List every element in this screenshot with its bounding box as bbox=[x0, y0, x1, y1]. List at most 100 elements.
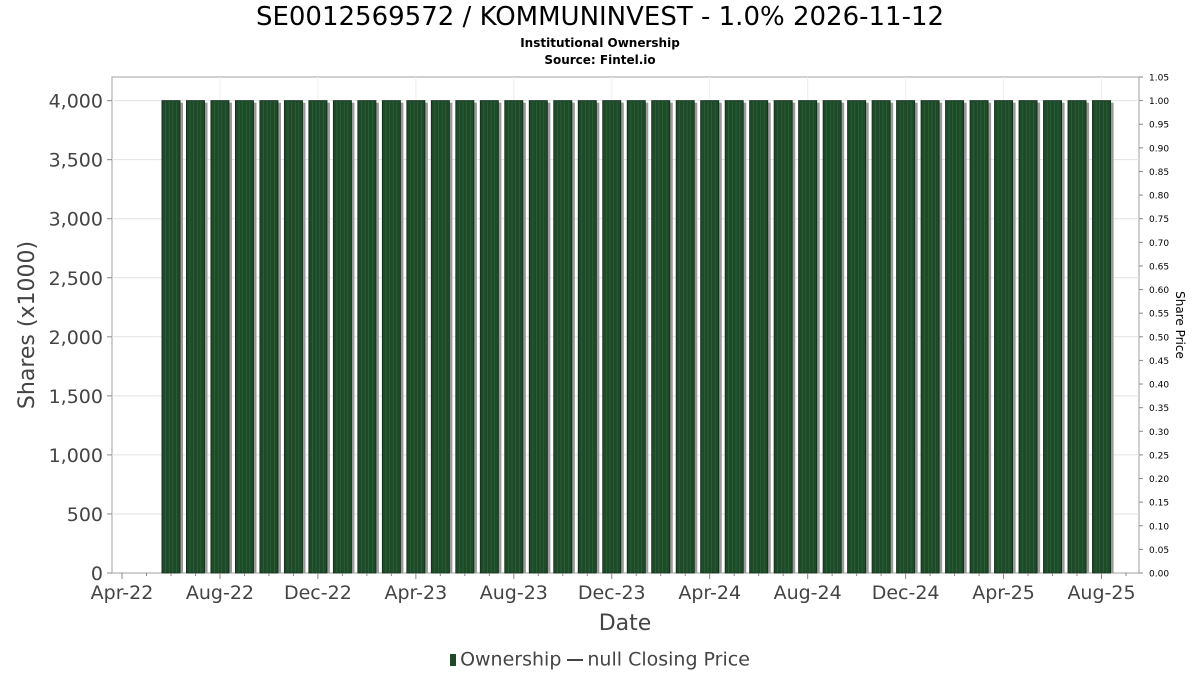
bar-2023-10 bbox=[553, 100, 575, 574]
bar bbox=[945, 100, 965, 574]
y-tick-label: 1,500 bbox=[49, 386, 103, 408]
ownership-legend-swatch bbox=[450, 653, 457, 666]
bar bbox=[994, 100, 1014, 574]
y-tick-label: 1,000 bbox=[49, 445, 103, 467]
x-tick-label: Dec-24 bbox=[872, 582, 940, 604]
x-tick-label: Apr-24 bbox=[678, 582, 741, 604]
y2-tick-label: 0.05 bbox=[1149, 546, 1169, 556]
bar-2023-06 bbox=[455, 100, 477, 574]
y2-tick-label: 0.75 bbox=[1149, 215, 1169, 225]
bar-2023-04 bbox=[406, 100, 428, 574]
y2-tick-label: 0.00 bbox=[1149, 570, 1169, 580]
bar bbox=[1043, 100, 1062, 574]
bar-2025-04 bbox=[994, 100, 1016, 574]
x-axis-label: Date bbox=[599, 611, 652, 636]
bar-2024-12 bbox=[896, 100, 918, 574]
y-axis: 0 500 1,000 1,500 2,000 2,500 3,000 3,500 4,000 bbox=[49, 91, 112, 585]
bar bbox=[406, 100, 426, 574]
bar-2025-03 bbox=[969, 100, 992, 574]
bar bbox=[430, 100, 450, 574]
bar bbox=[283, 100, 303, 574]
bar-2024-09 bbox=[822, 100, 845, 574]
y-tick-label: 0 bbox=[91, 563, 103, 585]
bar-2024-11 bbox=[871, 100, 894, 574]
x-tick-label: Apr-25 bbox=[972, 582, 1035, 604]
bar-2022-07 bbox=[186, 100, 208, 574]
bar bbox=[700, 100, 720, 574]
y-tick-label: 2,000 bbox=[49, 327, 103, 349]
y2-tick-label: 0.20 bbox=[1149, 475, 1169, 485]
bar-2022-12 bbox=[308, 100, 330, 574]
y2-tick-label: 0.25 bbox=[1149, 451, 1169, 461]
y2-tick-label: 0.70 bbox=[1149, 239, 1169, 249]
bar-2024-08 bbox=[798, 100, 820, 574]
bar bbox=[871, 100, 891, 574]
y-tick-label: 3,000 bbox=[49, 209, 103, 231]
y2-tick-label: 0.80 bbox=[1149, 192, 1169, 202]
bar-2025-01 bbox=[920, 100, 943, 574]
bar bbox=[602, 100, 622, 574]
x-tick-label: Dec-22 bbox=[284, 582, 352, 604]
bar-2023-01 bbox=[332, 100, 355, 574]
y2-tick-label: 0.85 bbox=[1149, 168, 1169, 178]
x-axis: Apr-22 Aug-22 Dec-22 Apr-23 Aug-23 Dec-23 Apr-… bbox=[91, 573, 1136, 604]
bar-2023-12 bbox=[602, 100, 624, 574]
bar-2025-08 bbox=[1092, 100, 1114, 574]
bar bbox=[308, 100, 328, 574]
bar-2024-10 bbox=[847, 100, 869, 574]
bar bbox=[455, 100, 475, 574]
y2-tick-label: 0.90 bbox=[1149, 144, 1169, 154]
y2-tick-label: 0.10 bbox=[1149, 522, 1169, 532]
y-tick-label: 2,500 bbox=[49, 268, 103, 290]
x-tick-label: Apr-22 bbox=[91, 582, 154, 604]
y2-axis: 0.00 0.05 0.10 0.15 0.20 0.25 0.30 0.35 0.40 0.45… bbox=[1139, 74, 1169, 580]
bar-2024-05 bbox=[724, 100, 747, 574]
bar bbox=[577, 100, 597, 574]
bar-2023-11 bbox=[577, 100, 600, 574]
chart-subtitle-2: Source: Fintel.io bbox=[544, 53, 656, 67]
x-tick-label: Aug-22 bbox=[186, 582, 254, 604]
x-tick-label: Aug-23 bbox=[480, 582, 548, 604]
bar-2023-09 bbox=[528, 100, 551, 574]
bar bbox=[332, 100, 352, 574]
chart-title: SE0012569572 / KOMMUNINVEST - 1.0% 2026-… bbox=[255, 2, 945, 32]
x-tick-label: Apr-23 bbox=[385, 582, 448, 604]
bar-2025-02 bbox=[945, 100, 967, 574]
bar bbox=[675, 100, 695, 574]
bar-2022-06 bbox=[161, 100, 184, 574]
bar-2022-09 bbox=[234, 100, 257, 574]
bar bbox=[920, 100, 940, 574]
bar bbox=[969, 100, 989, 574]
bar-2023-02 bbox=[357, 100, 379, 574]
x-tick-label: Aug-24 bbox=[774, 582, 842, 604]
bar-2024-03 bbox=[675, 100, 698, 574]
bar-2022-11 bbox=[283, 100, 306, 574]
bar bbox=[161, 100, 181, 574]
bar-2025-05 bbox=[1018, 100, 1041, 574]
y-tick-label: 4,000 bbox=[49, 91, 103, 113]
bar bbox=[773, 100, 793, 574]
y2-tick-label: 0.40 bbox=[1149, 381, 1169, 391]
bar bbox=[234, 100, 254, 574]
y2-tick-label: 1.00 bbox=[1149, 97, 1169, 107]
bar bbox=[186, 100, 205, 574]
bar bbox=[259, 100, 279, 574]
bar-2024-02 bbox=[651, 100, 673, 574]
bar-2025-06 bbox=[1043, 100, 1065, 574]
price-legend-swatch bbox=[567, 658, 584, 661]
y2-tick-label: 0.50 bbox=[1149, 333, 1169, 343]
bar bbox=[357, 100, 377, 574]
bar bbox=[798, 100, 818, 574]
bar-2025-07 bbox=[1067, 100, 1090, 574]
bar-2023-03 bbox=[381, 100, 404, 574]
y2-tick-label: 0.95 bbox=[1149, 121, 1169, 131]
bar bbox=[896, 100, 916, 574]
bar-2024-04 bbox=[700, 100, 722, 574]
bar bbox=[210, 100, 230, 574]
y2-tick-label: 0.15 bbox=[1149, 499, 1169, 509]
y2-tick-label: 0.65 bbox=[1149, 262, 1169, 272]
bar bbox=[479, 100, 499, 574]
y2-tick-label: 0.35 bbox=[1149, 404, 1169, 414]
y-axis-label: Shares (x1000) bbox=[15, 241, 40, 409]
